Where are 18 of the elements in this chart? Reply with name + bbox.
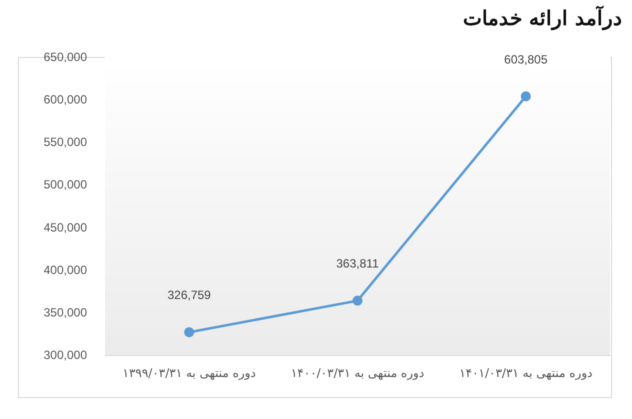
x-tick-label: دوره منتهی به ۱۴۰۱/۰۳/۳۱	[459, 366, 592, 380]
chart-title: درآمد ارائه خدمات	[463, 6, 622, 30]
x-tick-label: دوره منتهی به ۱۳۹۹/۰۳/۳۱	[122, 366, 256, 380]
x-tick-label: دوره منتهی به ۱۴۰۰/۰۳/۳۱	[290, 366, 424, 380]
y-tick-label: 450,000	[44, 220, 88, 234]
data-label: 603,805	[504, 52, 548, 66]
point	[184, 327, 194, 338]
y-tick-label: 650,000	[44, 50, 88, 64]
y-tick-label: 300,000	[44, 348, 88, 362]
data-label: 363,811	[336, 256, 380, 271]
point	[520, 91, 531, 102]
y-tick-label: 350,000	[44, 305, 88, 320]
y-tick-label: 500,000	[44, 178, 88, 192]
y-tick-label: 400,000	[44, 262, 88, 277]
y-tick-label: 600,000	[44, 92, 88, 107]
point	[352, 296, 362, 306]
data-label: 326,759	[167, 288, 212, 302]
y-tick-label: 550,000	[44, 135, 88, 150]
